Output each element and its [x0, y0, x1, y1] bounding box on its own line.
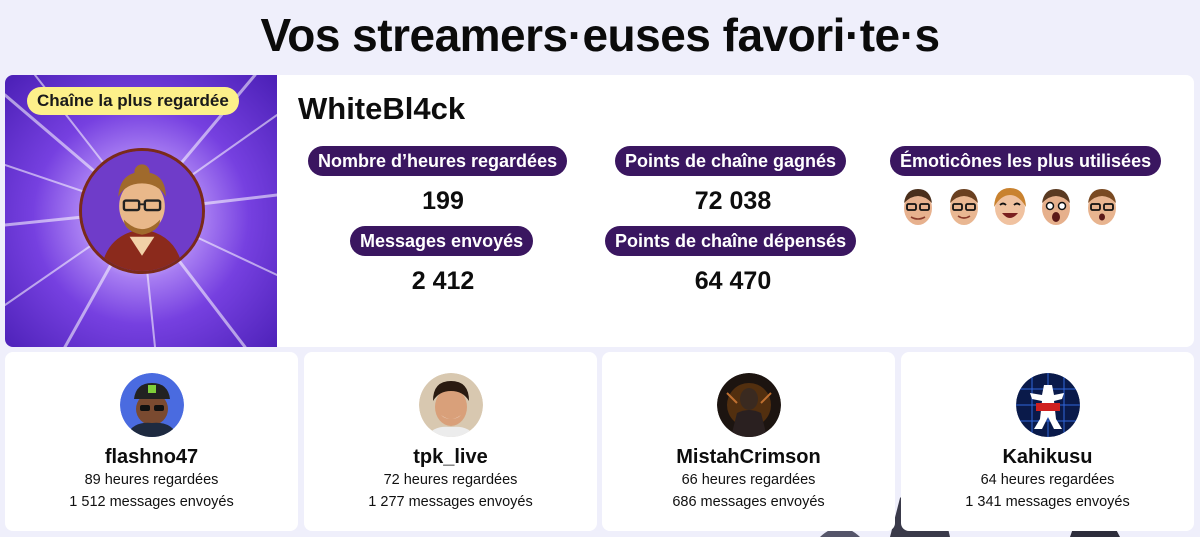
most-watched-badge: Chaîne la plus regardée [27, 87, 239, 115]
hours-watched: 64 heures regardées [980, 472, 1115, 488]
messages-sent: 1 277 messages envoyés [368, 494, 533, 510]
messages-sent: 1 512 messages envoyés [69, 494, 234, 510]
points-earned-value: 72 038 [694, 187, 772, 215]
featured-streamer-card: Chaîne la plus regardée WhiteBl4ck Nombr… [5, 75, 1194, 347]
avatar [717, 373, 781, 437]
points-earned-label: Points de chaîne gagnés [615, 146, 847, 176]
avatar [419, 373, 483, 437]
surprised-face-emote-icon [1042, 189, 1070, 225]
top-emotes-label: Émoticônes les plus utilisées [890, 146, 1162, 176]
streamer-name: Kahikusu [1002, 446, 1093, 468]
streamer-card-flashno47[interactable]: flashno47 89 heures regardées 1 512 mess… [5, 352, 298, 531]
messages-sent-value: 2 412 [411, 267, 475, 295]
glasses-face-emote-icon [1088, 189, 1116, 225]
hours-watched-value: 199 [422, 187, 464, 215]
messages-sent: 1 341 messages envoyés [965, 494, 1130, 510]
glasses-face-emote-icon [950, 189, 978, 225]
streamer-name: flashno47 [104, 446, 199, 468]
avatar [1016, 373, 1080, 437]
points-spent-value: 64 470 [694, 267, 772, 295]
hours-watched: 66 heures regardées [681, 472, 816, 488]
glasses-face-emote-icon [904, 189, 932, 225]
laughing-face-emote-icon [994, 188, 1026, 225]
streamer-card-kahikusu[interactable]: Kahikusu 64 heures regardées 1 341 messa… [901, 352, 1194, 531]
streamer-card-mistahcrimson[interactable]: MistahCrimson 66 heures regardées 686 me… [602, 352, 895, 531]
page-title: Vos streamers·euses favori·te·s [260, 9, 940, 61]
featured-streamer-name: WhiteBl4ck [298, 91, 466, 126]
hours-watched-label: Nombre d’heures regardées [308, 146, 568, 176]
messages-sent: 686 messages envoyés [672, 494, 825, 510]
featured-avatar [79, 148, 205, 274]
hours-watched: 72 heures regardées [383, 472, 518, 488]
streamer-name: tpk_live [413, 446, 488, 468]
top-emotes-list [897, 185, 1123, 227]
hours-watched: 89 heures regardées [84, 472, 219, 488]
streamer-card-tpk-live[interactable]: tpk_live 72 heures regardées 1 277 messa… [304, 352, 597, 531]
avatar [120, 373, 184, 437]
messages-sent-label: Messages envoyés [350, 226, 534, 256]
featured-banner: Chaîne la plus regardée [5, 75, 277, 347]
streamer-name: MistahCrimson [676, 446, 821, 468]
points-spent-label: Points de chaîne dépensés [605, 226, 857, 256]
